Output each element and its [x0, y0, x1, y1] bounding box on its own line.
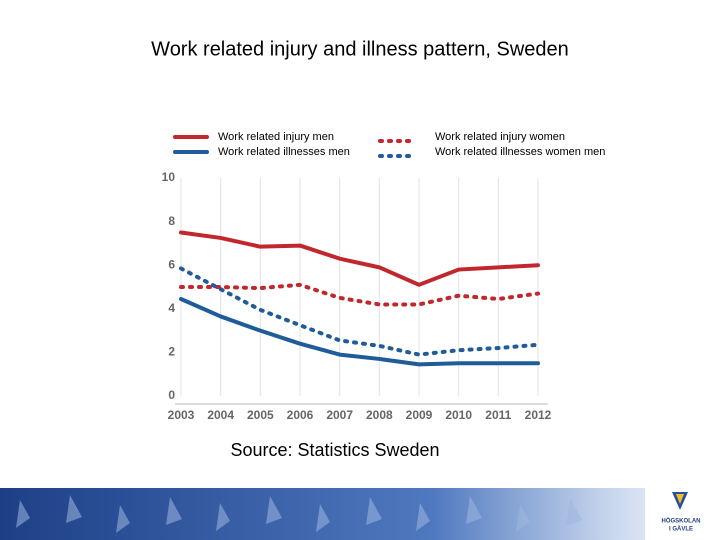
footer-band: HÖGSKOLAN I GÄVLE: [0, 488, 720, 540]
x-tick-label: 2011: [485, 408, 511, 422]
data-line: [179, 230, 540, 287]
x-tick-label: 2004: [207, 408, 234, 422]
logo-text: I GÄVLE: [669, 526, 693, 533]
y-tick-label: 0: [168, 388, 175, 402]
footer-background: [0, 488, 720, 540]
y-tick-label: 2: [168, 345, 175, 359]
legend-label: Work related injury men: [218, 131, 334, 143]
footer-pattern: [16, 495, 582, 533]
data-line: [179, 296, 540, 367]
y-tick-label: 8: [168, 214, 175, 228]
data-line: [179, 266, 540, 357]
x-tick-label: 2009: [406, 408, 433, 422]
x-tick-label: 2010: [445, 408, 472, 422]
legend-label: Work related injury women: [435, 131, 565, 143]
y-tick-label: 10: [162, 170, 176, 184]
x-tick-label: 2003: [168, 408, 195, 422]
y-tick-label: 4: [168, 301, 175, 315]
x-tick-label: 2005: [247, 408, 274, 422]
source-note: Source: Statistics Sweden: [230, 440, 439, 460]
x-tick-label: 2008: [366, 408, 393, 422]
x-tick-label: 2006: [287, 408, 314, 422]
legend-label: Work related illnesses men: [218, 146, 350, 158]
logo-mark-accent: [676, 494, 684, 504]
x-tick-label: 2012: [525, 408, 552, 422]
x-tick-label: 2007: [326, 408, 353, 422]
legend-label: Work related illnesses women men: [435, 146, 605, 158]
slide-title: Work related injury and illness pattern,…: [151, 38, 569, 60]
logo-text: HÖGSKOLAN: [662, 518, 701, 525]
y-tick-label: 6: [168, 257, 175, 271]
data-line: [179, 282, 540, 307]
